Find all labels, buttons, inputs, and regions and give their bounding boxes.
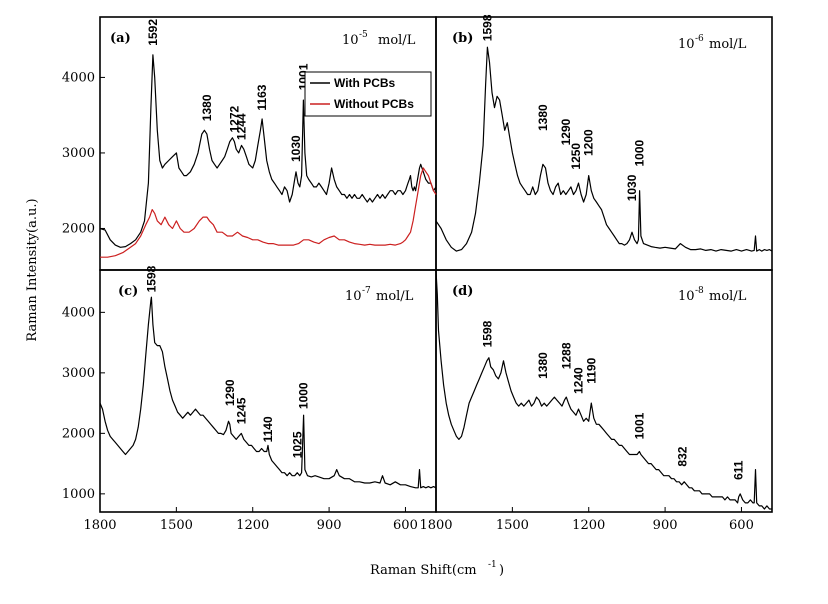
peak-label-d-1380: 1380 — [536, 352, 550, 379]
panel-b-frame — [435, 16, 773, 271]
x-tick-label-c-1500: 1500 — [160, 518, 193, 533]
peak-label-c-1245: 1245 — [234, 397, 248, 424]
panel-b-conc-base: 10 — [678, 37, 695, 52]
x-tick-label-c-1200: 1200 — [236, 518, 269, 533]
panel-a-conc-exp: -5 — [359, 30, 368, 40]
panel-c-conc-unit: mol/L — [376, 289, 414, 304]
panel-a-frame — [99, 16, 437, 271]
x-tick-label-c-1800: 1800 — [83, 518, 116, 533]
y-tick-label-c-4000: 4000 — [62, 305, 95, 320]
x-tick-label-c-600: 600 — [393, 518, 418, 533]
series-line-a-without-pcbs — [100, 167, 437, 258]
x-axis-title-sup: -1 — [488, 560, 497, 570]
peak-label-b-1290: 1290 — [559, 118, 573, 145]
panel-c-concentration: 10 -7 mol/L — [345, 286, 414, 304]
peak-label-b-1000: 1000 — [633, 139, 647, 166]
peak-label-a-1272: 1272 — [227, 105, 241, 132]
panel-d-label: (d) — [452, 284, 473, 299]
peak-label-c-1000: 1000 — [297, 382, 311, 409]
y-axis-title: Raman Intensity(a.u.) — [25, 198, 40, 341]
panel-d-frame — [435, 269, 773, 513]
peak-label-d-1240: 1240 — [572, 367, 586, 394]
peak-label-a-1244: 1244 — [235, 113, 249, 140]
legend-label-without-pcbs: Without PCBs — [334, 97, 414, 111]
x-tick-label-d-1500: 1500 — [496, 518, 529, 533]
x-axis-title: Raman Shift(cm -1 ) — [370, 560, 504, 578]
panel-d-conc-unit: mol/L — [709, 289, 747, 304]
peak-label-c-1025: 1025 — [290, 431, 304, 458]
x-axis-title-main: Raman Shift(cm — [370, 563, 477, 578]
panel-c-conc-exp: -7 — [362, 286, 371, 296]
panel-d-conc-base: 10 — [678, 289, 695, 304]
legend: With PCBs Without PCBs — [304, 71, 432, 117]
panel-b-concentration: 10 -6 mol/L — [678, 34, 747, 52]
legend-box — [304, 71, 432, 117]
panel-b-conc-unit: mol/L — [709, 37, 747, 52]
peak-label-d-832: 832 — [675, 446, 689, 466]
panel-a-conc-base: 10 — [342, 33, 359, 48]
panel-a-conc-unit: mol/L — [378, 33, 416, 48]
peak-label-b-1030: 1030 — [625, 174, 639, 201]
y-tick-label-a-3000: 3000 — [62, 146, 95, 161]
panel-a-label: (a) — [110, 31, 131, 46]
y-tick-label-a-2000: 2000 — [62, 221, 95, 236]
panel-b-label: (b) — [452, 31, 473, 46]
y-tick-label-c-3000: 3000 — [62, 366, 95, 381]
tick-layer: 2000 3000 4000 1800 1500 1200 900 600 1000 2000 30… — [62, 70, 754, 533]
x-tick-label-d-1200: 1200 — [572, 518, 605, 533]
peak-label-c-1140: 1140 — [261, 416, 275, 442]
panel-b-conc-exp: -6 — [695, 34, 704, 44]
x-axis-title-close: ) — [499, 563, 504, 578]
series-layer — [99, 46, 773, 510]
x-tick-label-d-900: 900 — [653, 518, 678, 533]
series-line-d-with-pcbs — [435, 270, 772, 510]
panel-c-label: (c) — [118, 284, 138, 299]
y-tick-label-c-1000: 1000 — [62, 487, 95, 502]
y-tick-label-c-2000: 2000 — [62, 426, 95, 441]
peak-label-a-1163: 1163 — [255, 84, 269, 110]
peak-label-b-1200: 1200 — [582, 129, 596, 156]
x-tick-label-c-900: 900 — [317, 518, 342, 533]
peak-label-b-1380: 1380 — [536, 104, 550, 131]
peak-label-c-1290: 1290 — [223, 379, 237, 406]
peak-label-a-1592: 1592 — [146, 19, 160, 46]
panel-a-concentration: 10 -5 mol/L — [342, 30, 416, 48]
peak-label-d-1598: 1598 — [480, 320, 494, 347]
panel-d-concentration: 10 -8 mol/L — [678, 286, 747, 304]
legend-label-with-pcbs: With PCBs — [334, 76, 396, 90]
series-line-c-with-pcbs — [99, 296, 437, 489]
panel-c-conc-base: 10 — [345, 289, 362, 304]
panel-d-conc-exp: -8 — [695, 286, 704, 296]
x-tick-label-d-600: 600 — [729, 518, 754, 533]
y-tick-label-a-4000: 4000 — [62, 70, 95, 85]
series-line-b-with-pcbs — [435, 46, 773, 252]
peak-label-a-1380: 1380 — [200, 94, 214, 121]
peak-label-b-1250: 1250 — [569, 143, 583, 170]
peak-label-d-1001: 1001 — [632, 412, 646, 439]
peak-label-d-1288: 1288 — [559, 342, 573, 369]
peak-label-d-1190: 1190 — [584, 357, 598, 383]
peak-label-c-1598: 1598 — [144, 265, 158, 292]
peak-label-b-1598: 1598 — [480, 14, 494, 41]
peak-label-a-1030: 1030 — [289, 135, 303, 162]
peak-label-d-611: 611 — [732, 460, 746, 480]
series-line-a-with-pcbs — [99, 54, 437, 248]
x-tick-label-d-1800: 1800 — [419, 518, 452, 533]
